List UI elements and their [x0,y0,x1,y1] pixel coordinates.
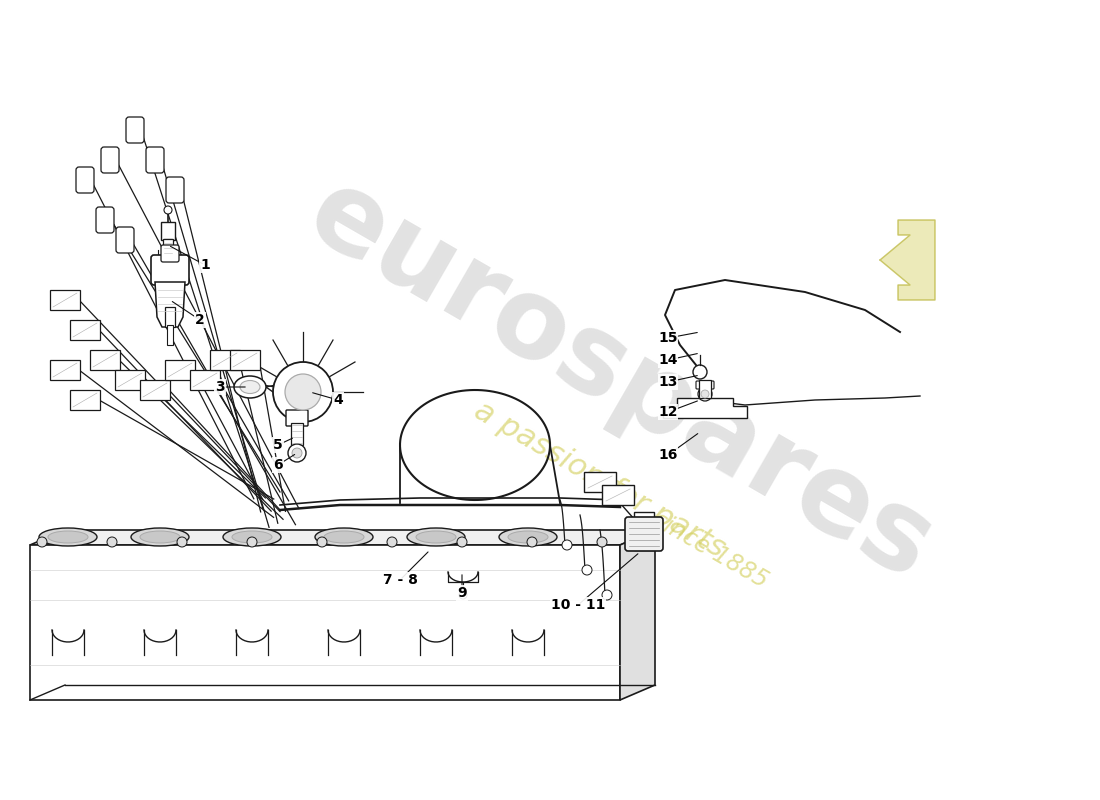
FancyBboxPatch shape [151,255,189,285]
Polygon shape [663,398,747,418]
Polygon shape [30,545,620,700]
FancyBboxPatch shape [140,380,170,400]
Text: 2: 2 [195,313,205,327]
Circle shape [292,448,302,458]
Circle shape [164,206,172,214]
Ellipse shape [315,528,373,546]
FancyBboxPatch shape [230,350,260,370]
Text: 4: 4 [333,393,343,407]
FancyBboxPatch shape [210,350,240,370]
FancyBboxPatch shape [163,239,173,255]
Circle shape [248,537,257,547]
FancyBboxPatch shape [70,320,100,340]
Text: 1: 1 [200,258,210,272]
Circle shape [285,374,321,410]
FancyBboxPatch shape [70,390,100,410]
Circle shape [562,540,572,550]
Circle shape [177,537,187,547]
Circle shape [317,537,327,547]
FancyBboxPatch shape [101,147,119,173]
Text: 6: 6 [273,458,283,472]
Polygon shape [880,220,935,300]
Circle shape [107,537,117,547]
FancyBboxPatch shape [161,245,179,262]
Ellipse shape [324,531,364,543]
FancyBboxPatch shape [698,380,711,398]
Circle shape [597,537,607,547]
Polygon shape [30,530,654,545]
Text: 14: 14 [658,353,678,367]
FancyBboxPatch shape [696,381,714,389]
FancyBboxPatch shape [286,410,308,426]
FancyBboxPatch shape [116,370,145,390]
Ellipse shape [234,376,266,398]
Text: 15: 15 [658,331,678,345]
Ellipse shape [416,531,456,543]
Circle shape [693,365,707,379]
Circle shape [273,362,333,422]
Circle shape [582,565,592,575]
Ellipse shape [223,528,280,546]
Circle shape [387,537,397,547]
FancyBboxPatch shape [584,472,616,492]
FancyBboxPatch shape [167,325,173,345]
Text: since 1885: since 1885 [648,507,772,593]
FancyBboxPatch shape [166,177,184,203]
Polygon shape [620,530,654,700]
Polygon shape [155,282,185,327]
Circle shape [701,390,710,398]
FancyBboxPatch shape [602,485,634,505]
FancyBboxPatch shape [146,147,164,173]
Text: 7 - 8: 7 - 8 [383,573,417,587]
Circle shape [37,537,47,547]
Circle shape [456,537,468,547]
Circle shape [527,537,537,547]
FancyBboxPatch shape [50,290,80,310]
FancyBboxPatch shape [90,350,120,370]
Ellipse shape [140,531,180,543]
Text: 5: 5 [273,438,283,452]
Ellipse shape [48,531,88,543]
Ellipse shape [131,528,189,546]
FancyBboxPatch shape [76,167,94,193]
Ellipse shape [39,528,97,546]
Circle shape [602,590,612,600]
FancyBboxPatch shape [126,117,144,143]
FancyBboxPatch shape [625,517,663,551]
FancyBboxPatch shape [165,307,175,327]
Text: a passion for parts: a passion for parts [470,396,730,564]
Ellipse shape [499,528,557,546]
Text: eurospares: eurospares [289,158,952,602]
Circle shape [459,591,468,599]
FancyBboxPatch shape [96,207,114,233]
Text: 10 - 11: 10 - 11 [551,598,605,612]
FancyBboxPatch shape [190,370,220,390]
FancyBboxPatch shape [50,360,80,380]
Ellipse shape [508,531,548,543]
Circle shape [288,444,306,462]
Text: 3: 3 [216,380,224,394]
Ellipse shape [232,531,272,543]
Text: 16: 16 [658,448,678,462]
Ellipse shape [407,528,465,546]
FancyBboxPatch shape [634,512,654,550]
Text: 9: 9 [458,586,466,600]
FancyBboxPatch shape [165,360,195,380]
FancyBboxPatch shape [292,423,302,445]
FancyBboxPatch shape [116,227,134,253]
FancyBboxPatch shape [161,222,175,240]
Text: 12: 12 [658,405,678,419]
Circle shape [698,387,712,401]
Text: 13: 13 [658,375,678,389]
Ellipse shape [240,381,260,394]
